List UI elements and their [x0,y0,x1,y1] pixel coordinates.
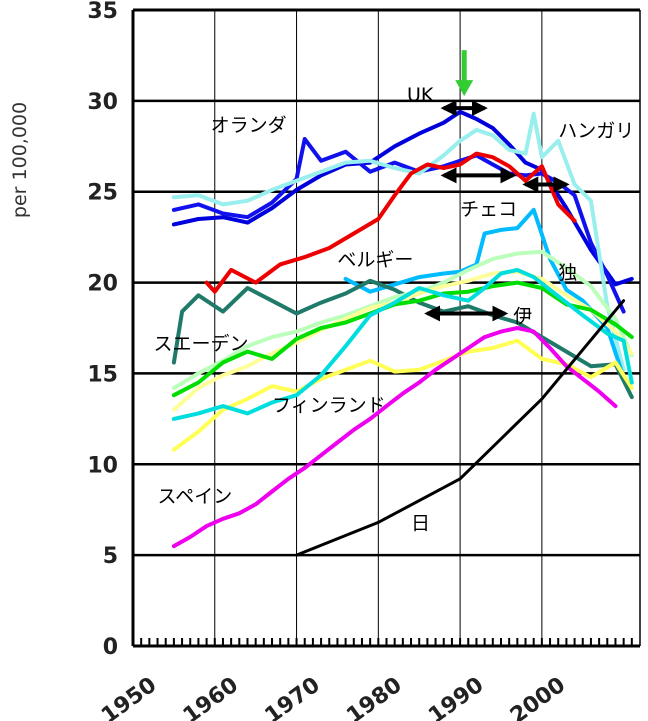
series-label-7: スエーデン [153,333,248,355]
series-label-0: UK [407,84,434,106]
x-tick-label-1960: 1960 [179,673,243,721]
y-tick-label-25: 25 [87,181,118,206]
series-label-5: 独 [558,262,577,284]
series-label-2: ハンガリ [558,120,634,142]
x-tick-label-1980: 1980 [342,673,406,721]
series-line-5 [171,278,634,400]
series-line-3 [343,207,626,380]
series-label-9: スペイン [158,485,233,507]
series-line-1 [171,137,626,314]
grid [133,10,640,646]
series-label-8: フィンランド [272,395,386,417]
series-label-10: 日 [411,513,430,535]
x-tick-label-1950: 1950 [97,673,161,721]
y-tick-label-20: 20 [87,272,118,297]
series-line-12 [295,299,626,557]
x-tick-label-1990: 1990 [424,673,488,721]
y-tick-label-0: 0 [103,635,118,660]
x-tick-label-2000: 2000 [506,673,570,721]
y-tick-label-30: 30 [87,90,118,115]
y-tick-label-15: 15 [87,362,118,387]
y-tick-label-5: 5 [103,544,118,569]
y-tick-label-10: 10 [87,453,118,478]
series-label-3: チェコ [460,198,517,220]
series-label-1: オランダ [211,115,287,137]
x-tick-label-1970: 1970 [261,673,325,721]
peak-marker-icon [455,80,474,97]
series-line-8 [171,269,634,412]
series-label-4: ベルギー [337,249,413,271]
series-line-4 [204,151,577,294]
series-line-2 [171,111,626,372]
series-line-10 [171,267,634,421]
series-label-6: 伊 [513,306,532,328]
y-tick-label-35: 35 [87,0,118,24]
series-line-11 [171,326,618,549]
y-axis-label: per 100,000 [9,102,31,218]
